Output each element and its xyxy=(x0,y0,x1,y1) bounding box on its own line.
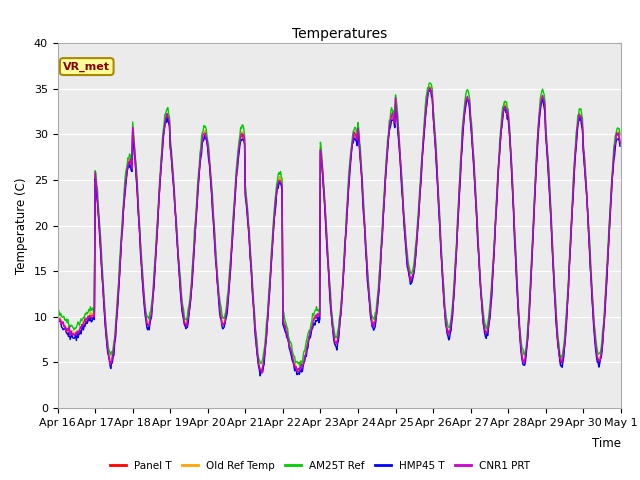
Legend: Panel T, Old Ref Temp, AM25T Ref, HMP45 T, CNR1 PRT: Panel T, Old Ref Temp, AM25T Ref, HMP45 … xyxy=(106,456,534,475)
Title: Temperatures: Temperatures xyxy=(292,27,387,41)
Y-axis label: Temperature (C): Temperature (C) xyxy=(15,177,28,274)
Text: VR_met: VR_met xyxy=(63,61,110,72)
Text: Time: Time xyxy=(592,437,621,450)
